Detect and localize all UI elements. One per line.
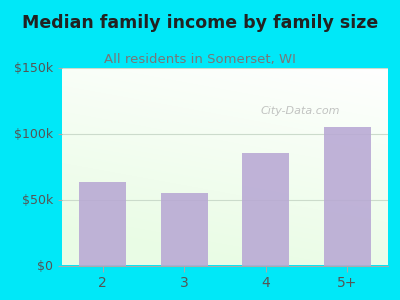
Text: Median family income by family size: Median family income by family size — [22, 14, 378, 32]
Text: All residents in Somerset, WI: All residents in Somerset, WI — [104, 52, 296, 65]
Text: City-Data.com: City-Data.com — [260, 106, 340, 116]
Bar — [242, 153, 289, 266]
Bar — [79, 182, 126, 266]
Bar — [324, 127, 371, 266]
Bar — [161, 193, 208, 266]
